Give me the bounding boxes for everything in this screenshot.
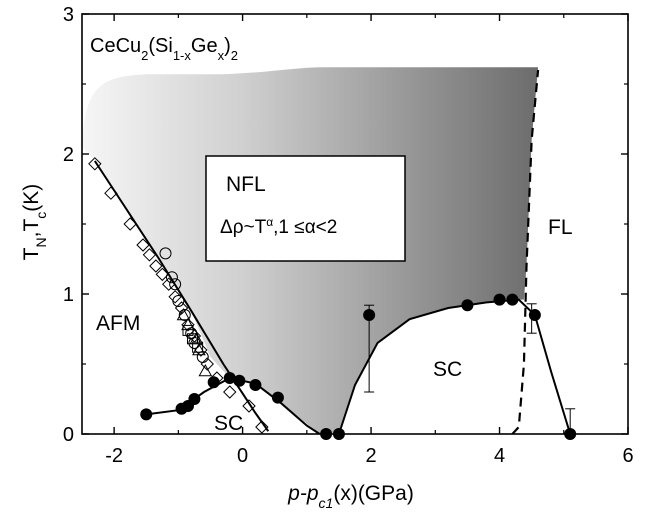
nfl-label-box	[205, 155, 406, 262]
afm-label: AFM	[96, 312, 140, 335]
fl-label: FL	[548, 216, 573, 239]
afm-diamond-marker	[242, 399, 256, 413]
afm-diamond-marker	[149, 259, 163, 273]
sc-filled-circle-marker	[188, 393, 201, 405]
sc-filled-circle-marker	[140, 408, 153, 421]
compound-label: CeCu2(Si1-xGex)2	[90, 35, 238, 63]
sc-filled-circle-marker	[528, 309, 541, 321]
y-tick-label: 0	[63, 424, 74, 446]
sc-filled-circle-marker	[271, 391, 284, 404]
afm-triangle-marker	[181, 317, 195, 331]
afm-circle-marker	[178, 309, 191, 321]
afm-diamond-marker	[168, 290, 182, 304]
y-tick-label: 2	[63, 144, 74, 166]
afm-circle-marker	[169, 278, 182, 291]
sc-filled-circle-marker	[363, 309, 376, 321]
afm-diamond-marker	[155, 267, 170, 282]
afm-diamond-marker	[181, 318, 195, 332]
sc-filled-circle-marker	[223, 372, 236, 384]
afm-triangle-marker	[198, 363, 213, 377]
afm-diamond-marker	[136, 238, 150, 252]
afm-triangle-marker	[176, 307, 191, 321]
sc-filled-circle-marker	[506, 293, 519, 306]
afm-square-marker	[192, 341, 204, 353]
sc-filled-circle-marker	[461, 299, 474, 312]
sc-filled-circle-marker	[493, 293, 506, 306]
y-axis-label: TN,Tc(K)	[20, 184, 49, 261]
afm-diamond-marker	[142, 248, 157, 262]
x-tick-label: -2	[105, 445, 123, 467]
afm-diamond-marker	[104, 186, 118, 200]
x-tick-label: 6	[622, 445, 633, 467]
nfl-title: NFL	[226, 173, 266, 196]
afm-diamond-marker	[255, 420, 269, 434]
sc-filled-circle-marker	[249, 379, 262, 391]
afm-circle-marker	[188, 337, 201, 349]
afm-triangle-marker	[192, 342, 206, 356]
data-markers	[88, 157, 577, 440]
afm-square-marker	[182, 324, 194, 336]
sc-left-label: SC	[214, 412, 243, 435]
x-axis-label: p-pc1(x)(GPa)	[287, 482, 414, 511]
afm-circle-marker	[165, 271, 178, 284]
afm-circle-marker	[159, 247, 172, 260]
sc-filled-circle-marker	[233, 374, 246, 387]
x-tick-label: 2	[365, 445, 376, 467]
plot-frame: -2 0 2 4 6 0 1 2 3	[63, 4, 634, 467]
afm-diamond-marker	[88, 157, 102, 171]
afm-circle-marker	[196, 351, 209, 363]
x-tick-label: 0	[237, 445, 248, 467]
afm-circle-marker	[172, 295, 185, 307]
fl-boundary-dashed-line	[511, 69, 540, 435]
sc-right-label: SC	[433, 358, 462, 381]
x-tick-label: 4	[494, 445, 505, 467]
y-tick-label: 1	[63, 284, 74, 306]
sc-filled-circle-marker	[207, 376, 220, 389]
afm-diamond-marker	[123, 217, 137, 231]
afm-boundary-line	[94, 160, 270, 432]
nfl-formula: Δρ~Tα,1 ≤α<2	[220, 215, 337, 238]
y-tick-label: 3	[63, 4, 74, 26]
afm-diamond-marker	[223, 385, 237, 399]
